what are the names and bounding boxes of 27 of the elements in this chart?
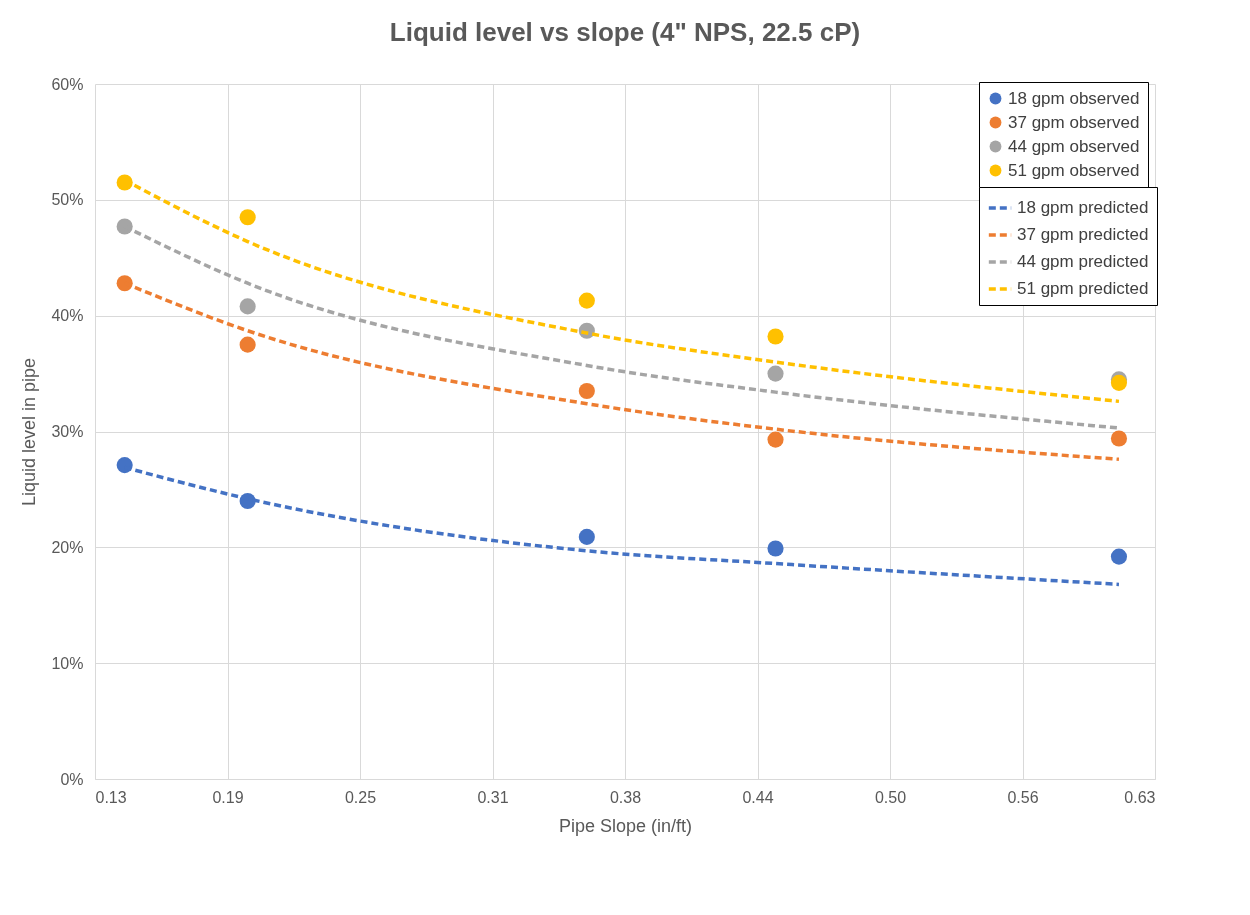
x-tick-label: 0.38 [609,788,642,806]
legend-label: 18 gpm observed [1008,88,1140,108]
y-tick-label: 50% [51,191,84,209]
x-tick-label: 0.25 [344,788,377,806]
legend-label: 18 gpm predicted [1017,198,1149,217]
x-tick-label: 0.19 [212,788,244,806]
y-tick-label: 40% [51,307,84,325]
legend-label: 44 gpm observed [1008,136,1140,156]
y-tick-label: 0% [60,770,84,788]
chart-title: Liquid level vs slope (4" NPS, 22.5 cP) [389,17,861,47]
y-tick-label: 60% [51,75,84,93]
legend-label: 51 gpm observed [1008,160,1140,180]
legend-label: 37 gpm predicted [1017,225,1149,244]
x-tick-label: 0.31 [477,788,509,806]
x-tick-label: 0.13 [95,788,127,806]
y-axis-title: Liquid level in pipe [19,357,40,507]
x-tick-label: 0.56 [1007,788,1039,806]
y-tick-label: 20% [51,538,84,556]
legend-label: 44 gpm predicted [1017,252,1149,271]
y-tick-label: 10% [51,654,84,672]
x-tick-label: 0.44 [742,788,774,806]
y-tick-label: 30% [51,423,84,440]
x-tick-label: 0.50 [874,788,907,806]
x-axis-title: Pipe Slope (in/ft) [558,815,693,836]
legend-label: 51 gpm predicted [1017,279,1149,298]
legend-label: 37 gpm observed [1008,112,1140,132]
x-tick-label: 0.63 [1124,788,1156,806]
